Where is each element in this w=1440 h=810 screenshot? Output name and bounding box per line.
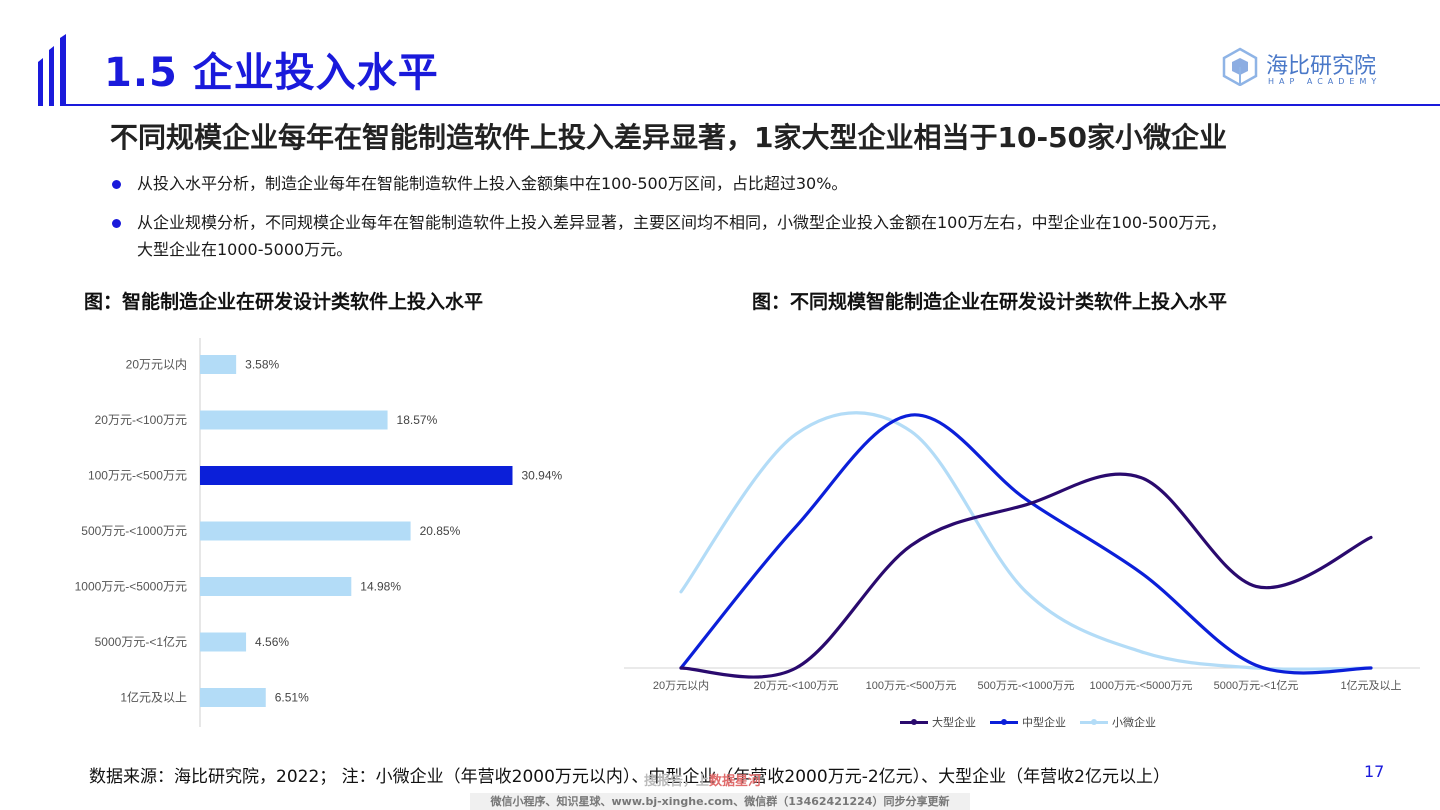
x-tick-label: 500万元-<1000万元 bbox=[978, 680, 1075, 692]
bullet-item: 从企业规模分析，不同规模企业每年在智能制造软件上投入差异显著，主要区间均不相同，… bbox=[110, 209, 1230, 263]
line-chart: 20万元以内 20万元-<100万元 100万元-<500万元 500万元-<1000… bbox=[624, 411, 1420, 692]
series-line bbox=[679, 411, 1373, 671]
watermark-text: 搜报告，上 bbox=[644, 774, 710, 789]
bar bbox=[200, 355, 237, 374]
left-figure-title: 图：智能制造企业在研发设计类软件上投入水平 bbox=[84, 291, 484, 313]
bar bbox=[200, 632, 247, 652]
watermark-brand: 数据星河 bbox=[709, 774, 762, 789]
category-label: 5000万元-<1亿元 bbox=[95, 634, 187, 649]
bar bbox=[200, 577, 352, 596]
x-tick-label: 20万元-<100万元 bbox=[754, 680, 839, 692]
legend-label: 小微企业 bbox=[1112, 716, 1156, 729]
page-number: 17 bbox=[1364, 762, 1385, 781]
bullet-list: 从投入水平分析，制造企业每年在智能制造软件上投入金额集中在100-500万区间，… bbox=[110, 170, 1230, 275]
page-title: 1.5 企业投入水平 bbox=[104, 50, 439, 96]
data-source-note: 数据来源：海比研究院，2022； 注：小微企业（年营收2000万元以内）、中型企… bbox=[89, 767, 1170, 787]
x-tick-label: 1000万元-<5000万元 bbox=[1089, 680, 1192, 692]
data-label: 3.58% bbox=[245, 358, 279, 372]
watermark-banner: 微信小程序、知识星球、www.bj-xinghe.com、微信群（1346242… bbox=[470, 793, 970, 810]
series-line bbox=[679, 472, 1373, 679]
bar-chart: 20万元以内 3.58% 20万元-<100万元 18.57% 100万元-<500万元… bbox=[75, 338, 563, 727]
legend-label: 中型企业 bbox=[1022, 716, 1066, 729]
legend-item: 中型企业 bbox=[990, 714, 1066, 730]
category-label: 500万元-<1000万元 bbox=[81, 524, 187, 538]
data-label: 6.51% bbox=[275, 691, 309, 705]
series-line bbox=[679, 413, 1373, 675]
x-tick-label: 100万元-<500万元 bbox=[866, 680, 957, 692]
watermark: 搜报告，上数据星河 bbox=[644, 770, 761, 789]
legend-swatch-medium bbox=[990, 718, 1018, 725]
x-tick-label: 5000万元-<1亿元 bbox=[1214, 679, 1299, 692]
bullet-item: 从投入水平分析，制造企业每年在智能制造软件上投入金额集中在100-500万区间，… bbox=[110, 170, 1230, 197]
data-label: 20.85% bbox=[420, 524, 461, 538]
legend-swatch-small bbox=[1080, 718, 1108, 725]
category-label: 100万元-<500万元 bbox=[88, 469, 187, 483]
cube-logo-icon bbox=[1222, 47, 1258, 87]
headline: 不同规模企业每年在智能制造软件上投入差异显著，1家大型企业相当于10-50家小微… bbox=[110, 121, 1228, 154]
x-tick-label: 20万元以内 bbox=[653, 678, 709, 692]
legend-label: 大型企业 bbox=[932, 716, 976, 729]
data-label: 18.57% bbox=[397, 413, 438, 427]
right-figure-title: 图：不同规模智能制造企业在研发设计类软件上投入水平 bbox=[752, 291, 1228, 313]
line-chart-legend: 大型企业 中型企业 小微企业 bbox=[900, 714, 1156, 730]
bar bbox=[200, 521, 411, 541]
category-label: 20万元-<100万元 bbox=[95, 413, 187, 427]
category-label: 1亿元及以上 bbox=[120, 690, 187, 705]
bar bbox=[200, 410, 388, 430]
title-decoration-bars bbox=[38, 34, 66, 106]
data-label: 4.56% bbox=[255, 635, 289, 649]
title-divider bbox=[60, 104, 1440, 106]
data-label: 30.94% bbox=[521, 469, 562, 483]
legend-item: 大型企业 bbox=[900, 714, 976, 730]
bar bbox=[200, 688, 266, 707]
legend-swatch-large bbox=[900, 718, 928, 725]
x-tick-label: 1亿元及以上 bbox=[1340, 679, 1401, 692]
category-label: 1000万元-<5000万元 bbox=[75, 580, 187, 594]
logo-name: 海比研究院 bbox=[1266, 54, 1377, 79]
legend-item: 小微企业 bbox=[1080, 714, 1156, 730]
logo: 海比研究院 HAP ACADEMY bbox=[1220, 46, 1390, 90]
logo-subtitle: HAP ACADEMY bbox=[1268, 77, 1382, 86]
bar bbox=[200, 466, 513, 485]
data-label: 14.98% bbox=[360, 580, 401, 594]
category-label: 20万元以内 bbox=[126, 358, 187, 372]
